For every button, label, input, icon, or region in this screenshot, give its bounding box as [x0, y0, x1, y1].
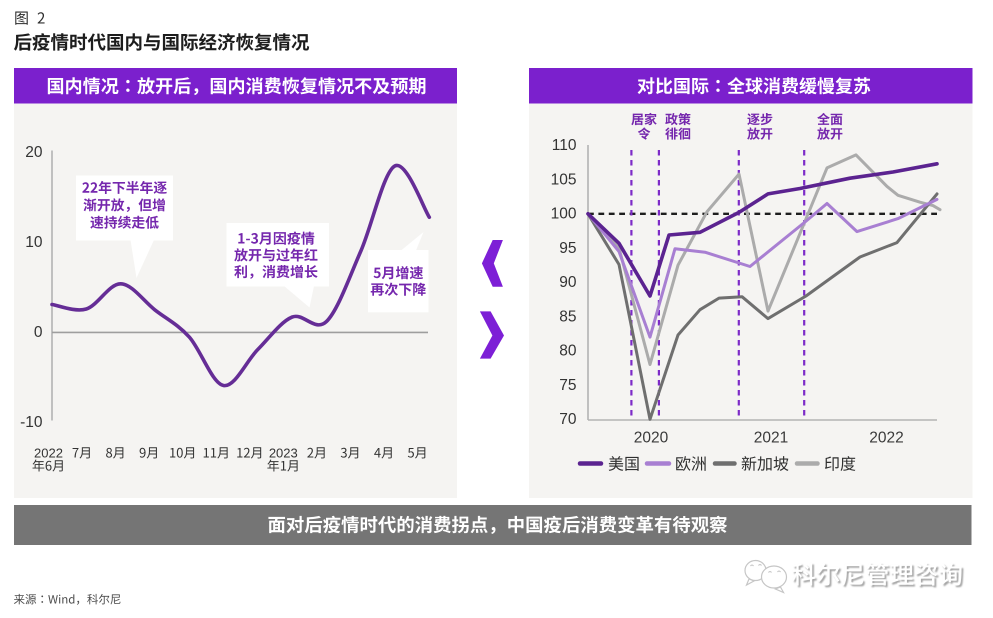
svg-text:110: 110 — [552, 137, 577, 154]
svg-text:-10: -10 — [20, 414, 43, 431]
svg-text:70: 70 — [559, 411, 577, 428]
svg-text:2020: 2020 — [634, 429, 669, 446]
svg-text:95: 95 — [559, 240, 576, 257]
svg-text:105: 105 — [551, 171, 577, 188]
svg-text:20: 20 — [25, 144, 43, 161]
svg-text:2022: 2022 — [869, 429, 903, 446]
svg-text:90: 90 — [559, 274, 577, 291]
svg-text:80: 80 — [559, 343, 577, 360]
svg-text:100: 100 — [551, 206, 577, 223]
svg-text:2022: 2022 — [34, 446, 63, 461]
svg-text:2023: 2023 — [269, 446, 298, 461]
svg-text:75: 75 — [559, 377, 576, 394]
svg-text:85: 85 — [559, 308, 576, 325]
svg-text:2021: 2021 — [754, 429, 788, 446]
svg-text:0: 0 — [34, 324, 43, 341]
svg-text:10: 10 — [25, 234, 43, 251]
